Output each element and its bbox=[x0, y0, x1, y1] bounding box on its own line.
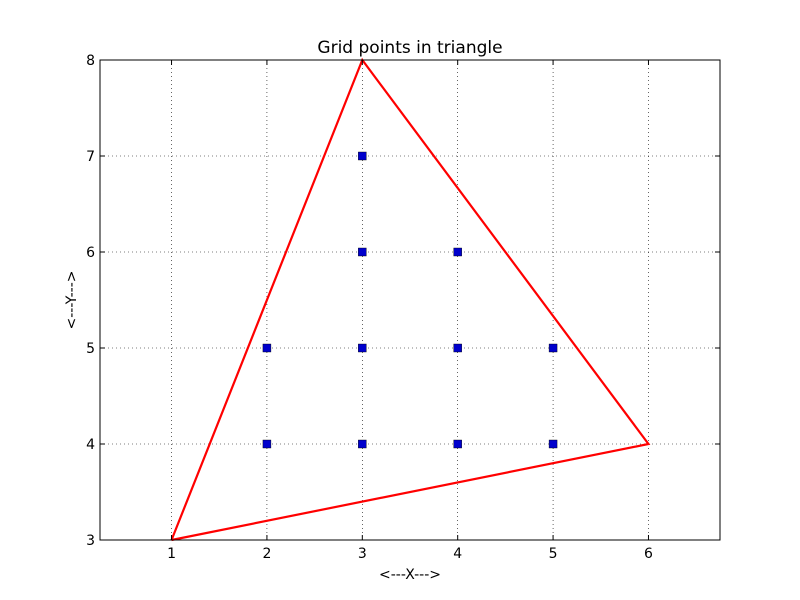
plot-area bbox=[100, 60, 720, 540]
x-tick-label: 4 bbox=[453, 546, 462, 562]
x-tick-label: 2 bbox=[262, 546, 271, 562]
points-layer bbox=[262, 151, 558, 449]
grid-point-marker bbox=[358, 343, 367, 353]
grid-point-marker bbox=[262, 439, 272, 449]
x-tick-label: 1 bbox=[167, 546, 176, 562]
plot-frame bbox=[99, 59, 721, 541]
grid-point-marker bbox=[358, 439, 367, 449]
y-tick-label: 6 bbox=[86, 245, 95, 261]
x-axis-label: <---X---> bbox=[379, 567, 441, 583]
chart-title: Grid points in triangle bbox=[317, 38, 502, 58]
grid-point-marker bbox=[548, 343, 558, 353]
x-tick-label: 3 bbox=[358, 546, 367, 562]
grid-point-marker bbox=[453, 439, 462, 449]
grid-point-marker bbox=[262, 343, 272, 353]
y-tick-label: 3 bbox=[86, 533, 95, 549]
y-axis-label: <---Y---> bbox=[64, 270, 80, 329]
y-tick-label: 7 bbox=[86, 149, 95, 165]
y-tick-labels: 3 4 5 6 7 8 bbox=[86, 53, 95, 549]
y-tick-label: 5 bbox=[86, 341, 95, 357]
x-tick-labels: 1 2 3 4 5 6 bbox=[167, 546, 653, 562]
triangle-layer bbox=[170, 57, 651, 542]
triangle-outline bbox=[170, 57, 651, 542]
grid-point-marker bbox=[548, 439, 558, 449]
grid-point-marker bbox=[358, 247, 367, 257]
y-tick-label: 8 bbox=[86, 53, 95, 69]
x-tick-label: 5 bbox=[549, 546, 558, 562]
x-tick-label: 6 bbox=[644, 546, 653, 562]
tick-marks bbox=[100, 59, 720, 541]
grid-point-marker bbox=[358, 151, 367, 161]
grid-point-marker bbox=[453, 247, 462, 257]
grid-point-marker bbox=[453, 343, 462, 353]
y-tick-label: 4 bbox=[86, 437, 95, 453]
